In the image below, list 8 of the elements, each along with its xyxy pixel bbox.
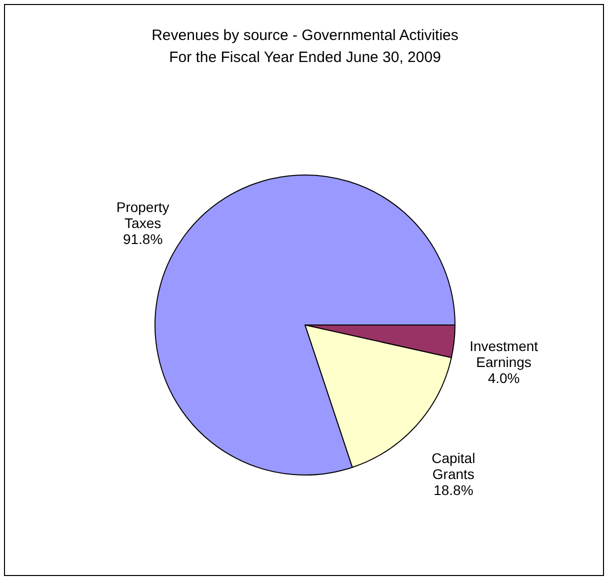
text: For the Fiscal Year Ended June 30, 2009	[169, 49, 441, 66]
slice-label: Investment Earnings	[470, 338, 538, 370]
data-label: 4.0%	[488, 370, 520, 386]
data-label: 91.8%	[122, 230, 163, 247]
data-label: 18.8%	[434, 482, 474, 498]
slice-label: Capital Grants	[432, 450, 476, 482]
slice-label: Property Taxes	[116, 198, 170, 231]
text: Revenues by source - Governmental Activities	[152, 27, 458, 44]
